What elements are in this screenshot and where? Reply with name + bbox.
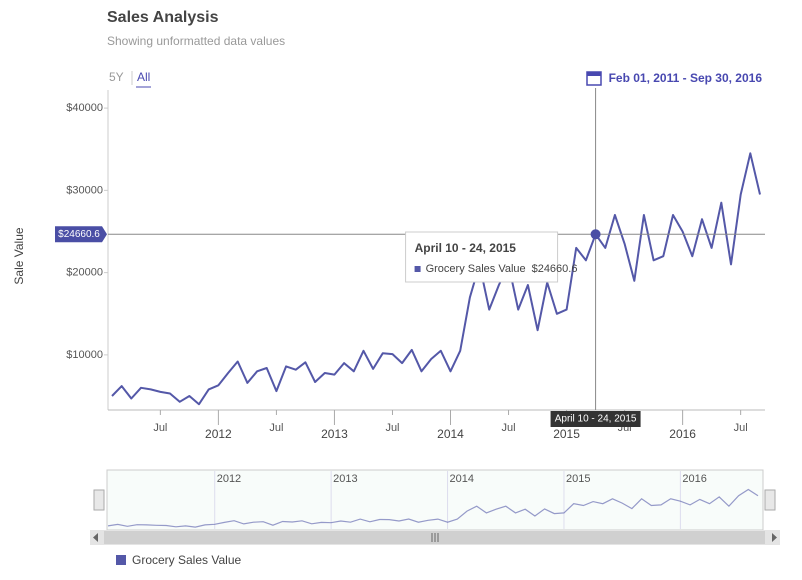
- date-range[interactable]: Feb 01, 2011 - Sep 30, 2016: [609, 71, 763, 85]
- legend-label[interactable]: Grocery Sales Value: [132, 553, 241, 567]
- crosshair-x-label-bg: [550, 411, 641, 427]
- series-line: [111, 152, 761, 406]
- navigator-handle[interactable]: [764, 489, 776, 511]
- x-tick-label: 2015: [553, 427, 580, 441]
- range-button[interactable]: 5Y: [109, 70, 124, 84]
- x-tick-label: 2016: [669, 427, 696, 441]
- navigator-tick-label: 2015: [566, 473, 590, 485]
- range-button[interactable]: All: [137, 70, 150, 84]
- x-tick-label: Jul: [385, 422, 399, 434]
- y-tick-label: $10000: [66, 349, 103, 361]
- scroll-grip: [431, 533, 439, 542]
- tooltip-value: $24660.6: [532, 263, 578, 275]
- tooltip-box: [405, 231, 559, 283]
- x-tick-label: 2013: [321, 427, 348, 441]
- chart-title: Sales Analysis: [107, 9, 219, 26]
- navigator-tick-label: 2016: [682, 473, 706, 485]
- crosshair-point: [590, 229, 601, 240]
- x-tick-label: 2012: [205, 427, 232, 441]
- y-tick-label: $40000: [66, 102, 103, 114]
- navigator[interactable]: [106, 469, 764, 531]
- legend-swatch: [116, 555, 126, 565]
- crosshair-y-label: $24660.6: [58, 229, 100, 240]
- navigator-tick-label: 2013: [333, 473, 357, 485]
- tooltip: April 10 - 24, 2015 Grocery Sales Value $2…: [405, 231, 578, 283]
- tooltip-series: Grocery Sales Value: [426, 263, 526, 275]
- navigator-tick-label: 2012: [217, 473, 241, 485]
- crosshair-y-label-bg: [55, 226, 107, 243]
- x-tick-label: Jul: [734, 422, 748, 434]
- y-axis-title: Sale Value: [12, 227, 26, 284]
- tooltip-title: April 10 - 24, 2015: [415, 241, 517, 255]
- y-tick-label: $30000: [66, 184, 103, 196]
- x-tick-label: Jul: [502, 422, 516, 434]
- navigator-handle[interactable]: [93, 489, 105, 511]
- tooltip-swatch: [414, 266, 421, 272]
- navigator-line: [107, 488, 759, 528]
- chart-subtitle: Showing unformatted data values: [107, 34, 285, 48]
- x-tick-label: Jul: [269, 422, 283, 434]
- crosshair-x-label: April 10 - 24, 2015: [555, 414, 637, 425]
- x-tick-label: 2014: [437, 427, 464, 441]
- x-tick-label: Jul: [153, 422, 167, 434]
- navigator-tick-label: 2014: [450, 473, 474, 485]
- calendar-icon[interactable]: [586, 71, 602, 86]
- y-tick-label: $20000: [66, 267, 103, 279]
- calendar-top: [587, 72, 601, 76]
